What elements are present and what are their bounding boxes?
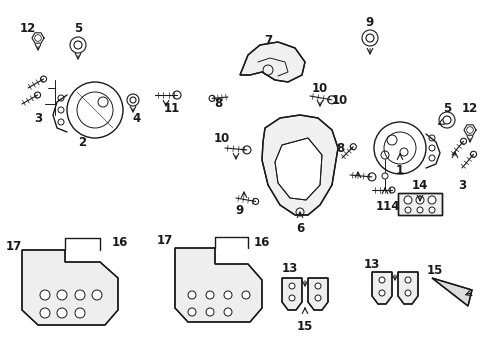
Text: 1: 1 <box>395 163 403 176</box>
Text: 5: 5 <box>74 22 82 35</box>
Polygon shape <box>431 278 471 306</box>
Circle shape <box>416 207 422 213</box>
Polygon shape <box>397 193 441 215</box>
Circle shape <box>404 277 410 283</box>
Circle shape <box>404 207 410 213</box>
Circle shape <box>224 308 231 316</box>
Circle shape <box>57 308 67 318</box>
Polygon shape <box>262 115 337 215</box>
Circle shape <box>242 291 249 299</box>
Circle shape <box>205 291 214 299</box>
Text: 9: 9 <box>235 203 244 216</box>
Text: 15: 15 <box>426 264 442 276</box>
Circle shape <box>288 283 294 289</box>
Polygon shape <box>307 278 327 310</box>
Text: 13: 13 <box>281 261 298 274</box>
Circle shape <box>92 290 102 300</box>
Circle shape <box>205 308 214 316</box>
Circle shape <box>403 196 411 204</box>
Text: 4: 4 <box>133 112 141 125</box>
Text: 12: 12 <box>461 102 477 114</box>
Text: 8: 8 <box>335 141 344 154</box>
Circle shape <box>224 291 231 299</box>
Circle shape <box>415 196 423 204</box>
Text: 3: 3 <box>34 112 42 125</box>
Polygon shape <box>397 272 417 304</box>
Circle shape <box>75 308 85 318</box>
Circle shape <box>288 295 294 301</box>
Text: 5: 5 <box>442 102 450 114</box>
Text: 16: 16 <box>253 235 270 248</box>
Circle shape <box>428 207 434 213</box>
Text: 17: 17 <box>6 239 22 252</box>
Circle shape <box>40 290 50 300</box>
Text: 114: 114 <box>375 199 400 212</box>
Text: 10: 10 <box>331 94 347 107</box>
Circle shape <box>378 277 384 283</box>
Circle shape <box>378 290 384 296</box>
Circle shape <box>427 196 435 204</box>
Circle shape <box>187 291 196 299</box>
Text: 13: 13 <box>363 257 379 270</box>
Text: 12: 12 <box>20 22 36 35</box>
Circle shape <box>314 283 320 289</box>
Text: 6: 6 <box>295 221 304 234</box>
Text: 11: 11 <box>163 102 180 114</box>
Polygon shape <box>371 272 391 304</box>
Text: 14: 14 <box>411 179 427 192</box>
Text: 10: 10 <box>311 81 327 95</box>
Text: 3: 3 <box>457 179 465 192</box>
Circle shape <box>314 295 320 301</box>
Polygon shape <box>240 42 305 82</box>
Polygon shape <box>274 138 321 200</box>
Circle shape <box>75 290 85 300</box>
Polygon shape <box>175 248 262 322</box>
Text: 8: 8 <box>213 96 222 109</box>
Text: 16: 16 <box>112 235 128 248</box>
Circle shape <box>187 308 196 316</box>
Text: 2: 2 <box>78 135 86 149</box>
Text: 17: 17 <box>157 234 173 247</box>
Text: 9: 9 <box>365 15 373 28</box>
Polygon shape <box>282 278 302 310</box>
Text: 10: 10 <box>213 131 230 144</box>
Polygon shape <box>22 250 118 325</box>
Circle shape <box>40 308 50 318</box>
Text: 7: 7 <box>264 33 271 46</box>
Text: 15: 15 <box>296 320 312 333</box>
Circle shape <box>404 290 410 296</box>
Circle shape <box>57 290 67 300</box>
